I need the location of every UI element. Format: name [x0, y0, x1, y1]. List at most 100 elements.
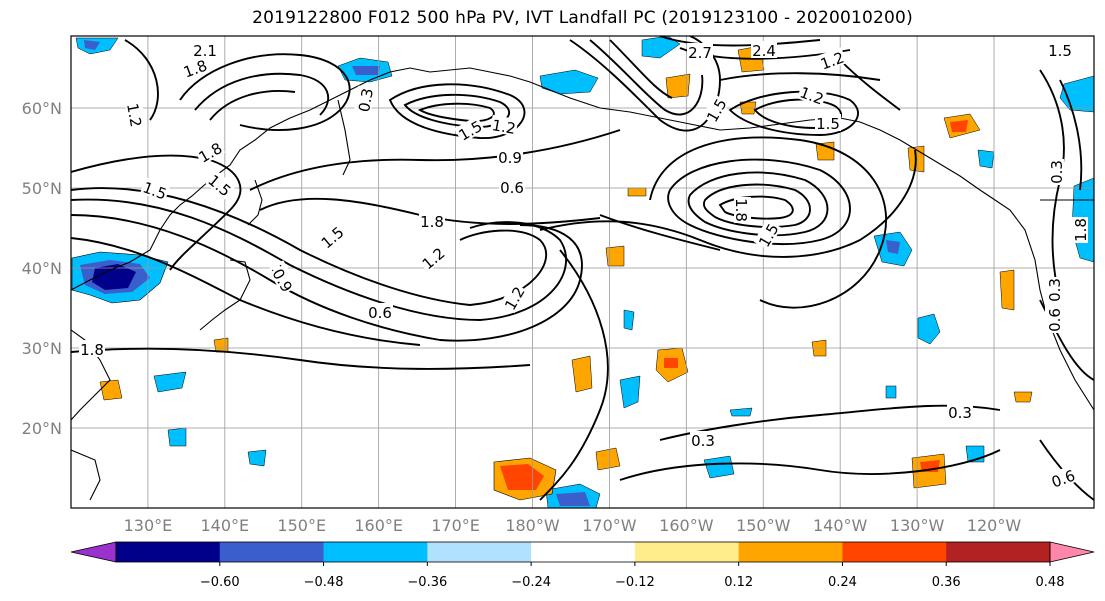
contour-label-text: 1.2 — [123, 102, 145, 129]
lon-tick-label: 170°E — [431, 516, 480, 535]
contour-label: 1.8 — [194, 137, 226, 167]
colorbar-tick-label: −0.12 — [615, 575, 655, 590]
contour-label-text: 0.6 — [500, 179, 524, 197]
lat-tick-label: 20°N — [22, 419, 62, 438]
contour-label: 1.5 — [316, 221, 348, 252]
contour-label-halo — [499, 178, 525, 195]
contour-label-text: 0.3 — [355, 87, 377, 114]
lon-tick-label: 130°W — [890, 516, 945, 535]
contour-label-halo — [816, 47, 847, 72]
contour-label-halo — [751, 41, 777, 58]
contour-label: 2.7 — [687, 43, 713, 62]
contour-label: 0.6 — [1045, 307, 1064, 333]
contour-label: 1.8 — [1071, 217, 1090, 243]
contour-label-halo — [690, 431, 716, 448]
contour-label: 1.5 — [140, 177, 171, 203]
contour-label: 1.5 — [815, 114, 841, 133]
contour-label: 0.3 — [690, 431, 716, 450]
contour-label: 1.2 — [417, 242, 449, 273]
contour-label-text: 2.4 — [752, 42, 776, 60]
contour-label-text: 1.8 — [196, 139, 226, 167]
contour-label-text: 1.8 — [80, 341, 104, 359]
colorbar-extend-high — [1049, 541, 1095, 563]
contour-label: 1.2 — [123, 100, 147, 130]
contour-label-halo — [194, 137, 226, 166]
contour-label: 1.8 — [79, 340, 105, 359]
contour-label-text: 0.9 — [498, 149, 522, 167]
contour-label: 0.6 — [367, 303, 393, 322]
contour-label-text: 1.5 — [1048, 42, 1072, 60]
contour-label-halo — [1045, 307, 1062, 333]
contour-label-halo — [1047, 41, 1073, 58]
contour-label-halo — [1071, 217, 1088, 243]
contour-label-text: 1.5 — [816, 115, 840, 133]
contour-label-halo — [417, 242, 449, 273]
contour-label-halo — [140, 177, 171, 202]
contour-label: 0.3 — [1047, 159, 1066, 185]
lon-tick-label: 140°E — [201, 516, 250, 535]
contour-label-halo — [1047, 159, 1064, 185]
contour-label-halo — [489, 114, 519, 137]
contour-label: 1.2 — [797, 82, 828, 108]
colorbar-tick-label: 0.12 — [724, 575, 753, 590]
colorbar-tick-label: 0.48 — [1036, 575, 1065, 590]
lon-tick-label: 160°W — [659, 516, 714, 535]
contour-label: 1.5 — [1047, 41, 1073, 60]
contour-label-halo — [454, 115, 486, 144]
contour-label-halo — [419, 212, 445, 229]
contour-label-text: 0.3 — [691, 432, 715, 450]
colorbar-frame — [115, 541, 1051, 563]
contour-label: 0.9 — [497, 148, 523, 167]
plot-frame — [70, 35, 1095, 509]
contour-label-text: 1.5 — [318, 223, 348, 252]
contour-label-halo — [353, 85, 376, 115]
contour-label-halo — [192, 41, 218, 58]
contour-label-halo — [269, 264, 298, 296]
colorbar-tick-label: 0.36 — [932, 575, 961, 590]
contour-label-halo — [753, 219, 782, 251]
colorbar-segment — [116, 542, 221, 562]
contour-label: 0.3 — [353, 85, 377, 115]
map-title: 2019122800 F012 500 hPa PV, IVT Landfall… — [252, 8, 913, 28]
contour-label-text: 0.3 — [948, 404, 972, 422]
contour-label-halo — [204, 169, 236, 200]
colorbar-segment — [738, 542, 843, 562]
colorbar-segment — [219, 542, 325, 562]
contour-label-text: 1.5 — [204, 171, 234, 200]
contour-label-text: 0.6 — [368, 304, 392, 322]
contour-label: 1.8 — [419, 212, 445, 231]
contour-label-halo — [499, 282, 528, 314]
contour-label: 0.6 — [1047, 465, 1078, 491]
contour-label: 1.5 — [753, 219, 783, 251]
contour-label-halo — [79, 340, 105, 357]
contour-label-halo — [701, 94, 730, 126]
contour-label-text: 2.7 — [688, 44, 712, 62]
contour-label: 2.4 — [751, 41, 777, 60]
contour-label-halo — [124, 100, 147, 130]
contour-label-halo — [367, 303, 393, 320]
contour-label-halo — [734, 197, 751, 223]
contour-label: 1.8 — [732, 197, 751, 223]
contour-label-halo — [497, 148, 523, 165]
lon-tick-label: 130°E — [124, 516, 173, 535]
colorbar-segment — [323, 542, 428, 562]
contour-label-halo — [687, 43, 713, 60]
contour-label: 1.2 — [489, 114, 519, 138]
contour-label-text: 1.8 — [420, 213, 444, 231]
contour-label: 0.6 — [499, 178, 525, 197]
colorbar-segment — [634, 542, 740, 562]
lon-tick-label: 160°E — [354, 516, 403, 535]
lon-tick-label: 150°E — [277, 516, 326, 535]
contour-label-text: 1.8 — [732, 198, 750, 222]
colorbar: −0.60 −0.48 −0.36 −0.24 −0.12 0.12 0.24 0.36 0.4… — [70, 541, 1095, 590]
contour-label: 0.3 — [1045, 277, 1064, 303]
contour-label: 1.5 — [204, 169, 236, 200]
colorbar-tick-label: −0.36 — [407, 575, 447, 590]
contour-label-halo — [179, 55, 210, 80]
lon-tick-label: 180°W — [505, 516, 560, 535]
lon-tick-label: 120°W — [967, 516, 1022, 535]
latitude-labels: 60°N 50°N 40°N 30°N 20°N — [22, 99, 62, 438]
contour-label-halo — [797, 82, 828, 107]
colorbar-segment — [946, 542, 1051, 562]
